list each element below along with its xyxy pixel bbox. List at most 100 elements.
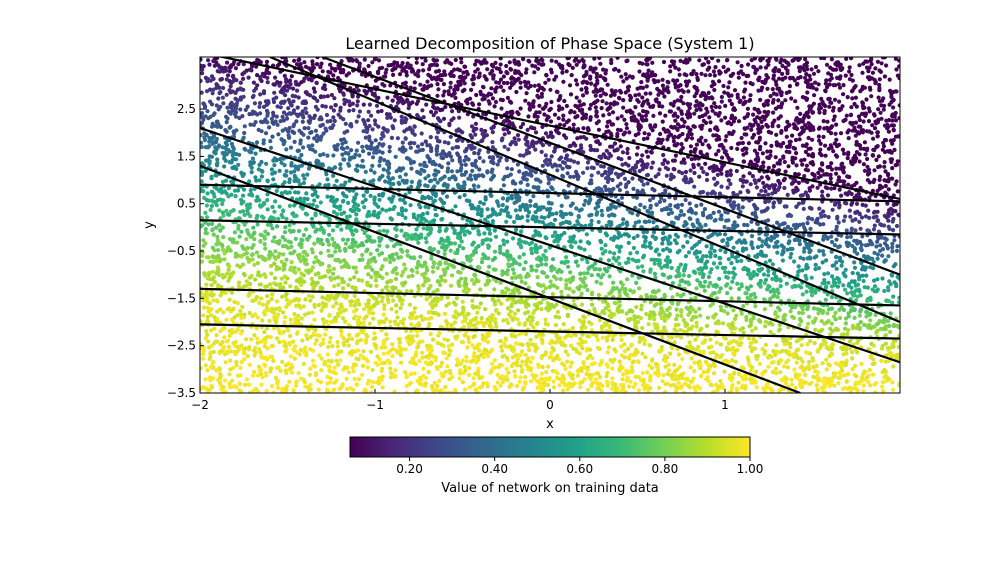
data-point bbox=[500, 202, 505, 208]
data-point bbox=[310, 143, 315, 148]
data-point bbox=[369, 113, 374, 118]
data-point bbox=[398, 306, 403, 311]
data-point bbox=[430, 269, 435, 274]
data-point bbox=[795, 237, 800, 242]
data-point bbox=[827, 104, 832, 109]
data-point bbox=[625, 146, 630, 152]
data-point bbox=[487, 231, 492, 236]
data-point bbox=[330, 344, 335, 349]
data-point bbox=[687, 216, 692, 221]
data-point bbox=[678, 213, 683, 218]
data-point bbox=[470, 278, 475, 283]
data-point bbox=[218, 371, 223, 377]
data-point bbox=[879, 61, 884, 66]
data-point bbox=[712, 176, 717, 181]
data-point bbox=[315, 258, 320, 264]
data-point bbox=[874, 157, 879, 162]
data-point bbox=[607, 308, 612, 313]
data-point bbox=[490, 68, 495, 74]
data-point bbox=[646, 209, 651, 214]
data-point bbox=[292, 356, 297, 361]
data-point bbox=[475, 310, 480, 315]
data-point bbox=[365, 280, 370, 285]
data-point bbox=[691, 165, 696, 170]
data-point bbox=[825, 193, 831, 198]
data-point bbox=[460, 358, 465, 363]
data-point bbox=[832, 186, 837, 191]
data-point bbox=[429, 109, 434, 114]
data-point bbox=[834, 224, 839, 229]
data-point bbox=[510, 109, 515, 114]
data-point bbox=[276, 312, 281, 317]
data-point bbox=[267, 125, 272, 130]
data-point bbox=[697, 58, 702, 63]
data-point bbox=[410, 69, 416, 74]
data-point bbox=[360, 257, 365, 262]
data-point bbox=[748, 159, 753, 164]
data-point bbox=[878, 243, 883, 248]
data-point bbox=[397, 174, 403, 179]
data-point bbox=[809, 293, 815, 298]
data-point bbox=[329, 105, 334, 110]
data-point bbox=[692, 111, 697, 116]
data-point bbox=[886, 187, 891, 192]
data-point bbox=[862, 140, 868, 145]
data-point bbox=[431, 260, 436, 265]
data-point bbox=[657, 385, 662, 390]
data-point bbox=[610, 386, 615, 391]
data-point bbox=[853, 95, 859, 100]
data-point bbox=[310, 294, 315, 299]
data-point bbox=[718, 256, 723, 261]
data-point bbox=[498, 62, 503, 67]
data-point bbox=[880, 253, 885, 258]
data-point bbox=[788, 309, 793, 314]
data-point bbox=[766, 273, 771, 278]
data-point bbox=[760, 151, 766, 156]
data-point bbox=[436, 312, 441, 317]
data-point bbox=[504, 219, 509, 224]
data-point bbox=[207, 62, 212, 67]
data-point bbox=[282, 73, 287, 78]
data-point bbox=[555, 168, 560, 173]
data-point bbox=[764, 225, 769, 230]
data-point bbox=[741, 246, 746, 251]
data-point bbox=[850, 356, 855, 361]
data-point bbox=[692, 369, 697, 374]
data-point bbox=[661, 231, 666, 236]
data-point bbox=[261, 91, 267, 96]
data-point bbox=[238, 309, 243, 314]
data-point bbox=[369, 275, 374, 280]
data-point bbox=[485, 354, 491, 359]
data-point bbox=[604, 129, 609, 134]
data-point bbox=[715, 232, 720, 237]
data-point bbox=[316, 387, 321, 392]
data-point bbox=[472, 150, 477, 156]
data-point bbox=[886, 218, 891, 223]
data-point bbox=[423, 236, 428, 241]
data-point bbox=[725, 173, 730, 178]
data-point bbox=[325, 374, 330, 379]
data-point bbox=[834, 137, 839, 142]
data-point bbox=[728, 168, 733, 173]
data-point bbox=[376, 69, 381, 74]
data-point bbox=[717, 105, 722, 110]
data-point bbox=[594, 75, 599, 80]
data-point bbox=[334, 178, 339, 183]
data-point bbox=[442, 89, 447, 94]
data-point bbox=[328, 380, 333, 385]
data-point bbox=[771, 204, 776, 209]
data-point bbox=[627, 155, 632, 161]
data-point bbox=[505, 272, 510, 277]
data-point bbox=[600, 251, 606, 256]
data-point bbox=[805, 221, 810, 226]
data-point bbox=[556, 315, 562, 320]
data-point bbox=[255, 194, 260, 200]
data-point bbox=[340, 276, 345, 281]
data-point bbox=[752, 148, 758, 153]
data-point bbox=[525, 218, 530, 223]
data-point bbox=[200, 71, 205, 76]
data-point bbox=[466, 372, 471, 377]
chart-title: Learned Decomposition of Phase Space (Sy… bbox=[345, 34, 754, 53]
data-point bbox=[823, 143, 828, 148]
data-point bbox=[377, 141, 382, 146]
